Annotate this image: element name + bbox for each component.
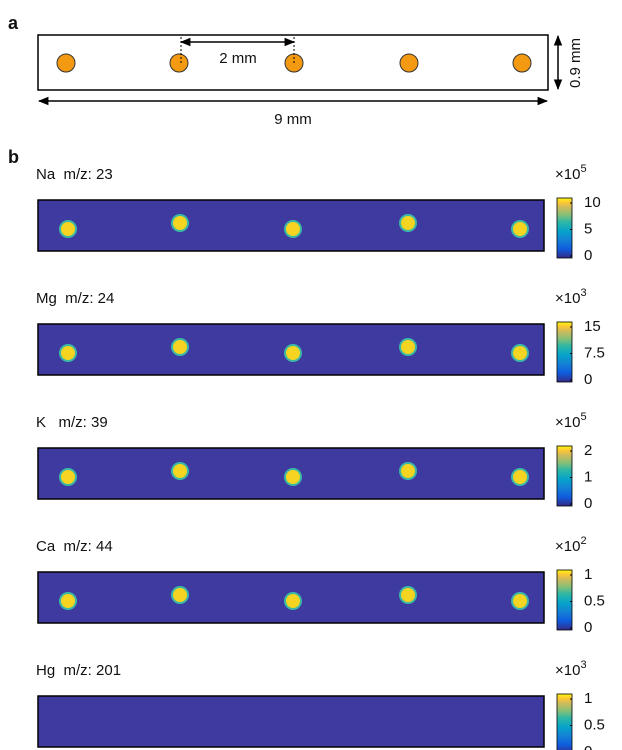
image-title: Hg m/z: 201	[36, 662, 121, 679]
spot	[513, 346, 527, 360]
scale-exponent: 5	[580, 411, 586, 423]
dimension-label: 9 mm	[274, 111, 312, 128]
spot	[513, 222, 527, 236]
image-title: Mg m/z: 24	[36, 290, 114, 307]
colorbar-tick-label: 1	[584, 468, 592, 485]
colorbar-tick-label: 0.5	[584, 592, 605, 609]
image-title: Ca m/z: 44	[36, 538, 113, 555]
spot	[401, 588, 415, 602]
scale-exponent: 2	[580, 535, 586, 547]
scale-base: ×10	[555, 290, 580, 307]
colorbar-tick-label: 10	[584, 194, 601, 211]
spot	[173, 216, 187, 230]
image-title: K m/z: 39	[36, 414, 108, 431]
figure: a 2 mm 9 mm 0.9 mm b Na m/z: 23×1051050M…	[0, 0, 622, 750]
panel-a: a 2 mm 9 mm 0.9 mm	[8, 13, 584, 128]
scale-multiplier: ×105	[555, 163, 587, 183]
spot	[286, 594, 300, 608]
scale-base: ×10	[555, 662, 580, 679]
spot	[61, 470, 75, 484]
colorbar	[557, 570, 572, 630]
spot	[513, 470, 527, 484]
scale-base: ×10	[555, 166, 580, 183]
colorbar-tick-label: 2	[584, 442, 592, 459]
spot	[401, 340, 415, 354]
colorbar-tick-label: 15	[584, 318, 601, 335]
scale-exponent: 5	[580, 163, 586, 175]
colorbar-tick-label: 0	[584, 619, 592, 636]
spot	[173, 340, 187, 354]
well	[513, 54, 531, 72]
colorbar	[557, 322, 572, 382]
spot	[61, 222, 75, 236]
colorbar-tick-label: 5	[584, 220, 592, 237]
panel-label: a	[8, 13, 19, 33]
panel-label: b	[8, 147, 19, 167]
spot	[61, 594, 75, 608]
spot	[401, 216, 415, 230]
colorbar-tick-label: 0	[584, 495, 592, 512]
colorbar	[557, 694, 572, 750]
scale-exponent: 3	[580, 659, 586, 671]
colorbar-tick-label: 7.5	[584, 344, 605, 361]
dimension-label: 0.9 mm	[567, 38, 584, 88]
colorbar-tick-label: 1	[584, 690, 592, 707]
scale-multiplier: ×103	[555, 287, 587, 307]
spot	[286, 222, 300, 236]
well	[170, 54, 188, 72]
scale-base: ×10	[555, 538, 580, 555]
image-title: Na m/z: 23	[36, 166, 113, 183]
colorbar-tick-label: 1	[584, 566, 592, 583]
spot	[173, 588, 187, 602]
spot	[401, 464, 415, 478]
colorbar	[557, 446, 572, 506]
scale-base: ×10	[555, 414, 580, 431]
intensity-image	[38, 696, 544, 747]
spot	[61, 346, 75, 360]
colorbar-tick-label: 0	[584, 371, 592, 388]
colorbar-tick-label: 0	[584, 743, 592, 750]
spot	[513, 594, 527, 608]
colorbar-tick-label: 0	[584, 247, 592, 264]
dimension-label: 2 mm	[219, 50, 257, 67]
scale-multiplier: ×103	[555, 659, 587, 679]
colorbar-tick-label: 0.5	[584, 716, 605, 733]
spot	[173, 464, 187, 478]
scale-multiplier: ×105	[555, 411, 587, 431]
well	[57, 54, 75, 72]
scale-multiplier: ×102	[555, 535, 587, 555]
colorbar	[557, 198, 572, 258]
spot	[286, 346, 300, 360]
scale-exponent: 3	[580, 287, 586, 299]
well	[400, 54, 418, 72]
spot	[286, 470, 300, 484]
